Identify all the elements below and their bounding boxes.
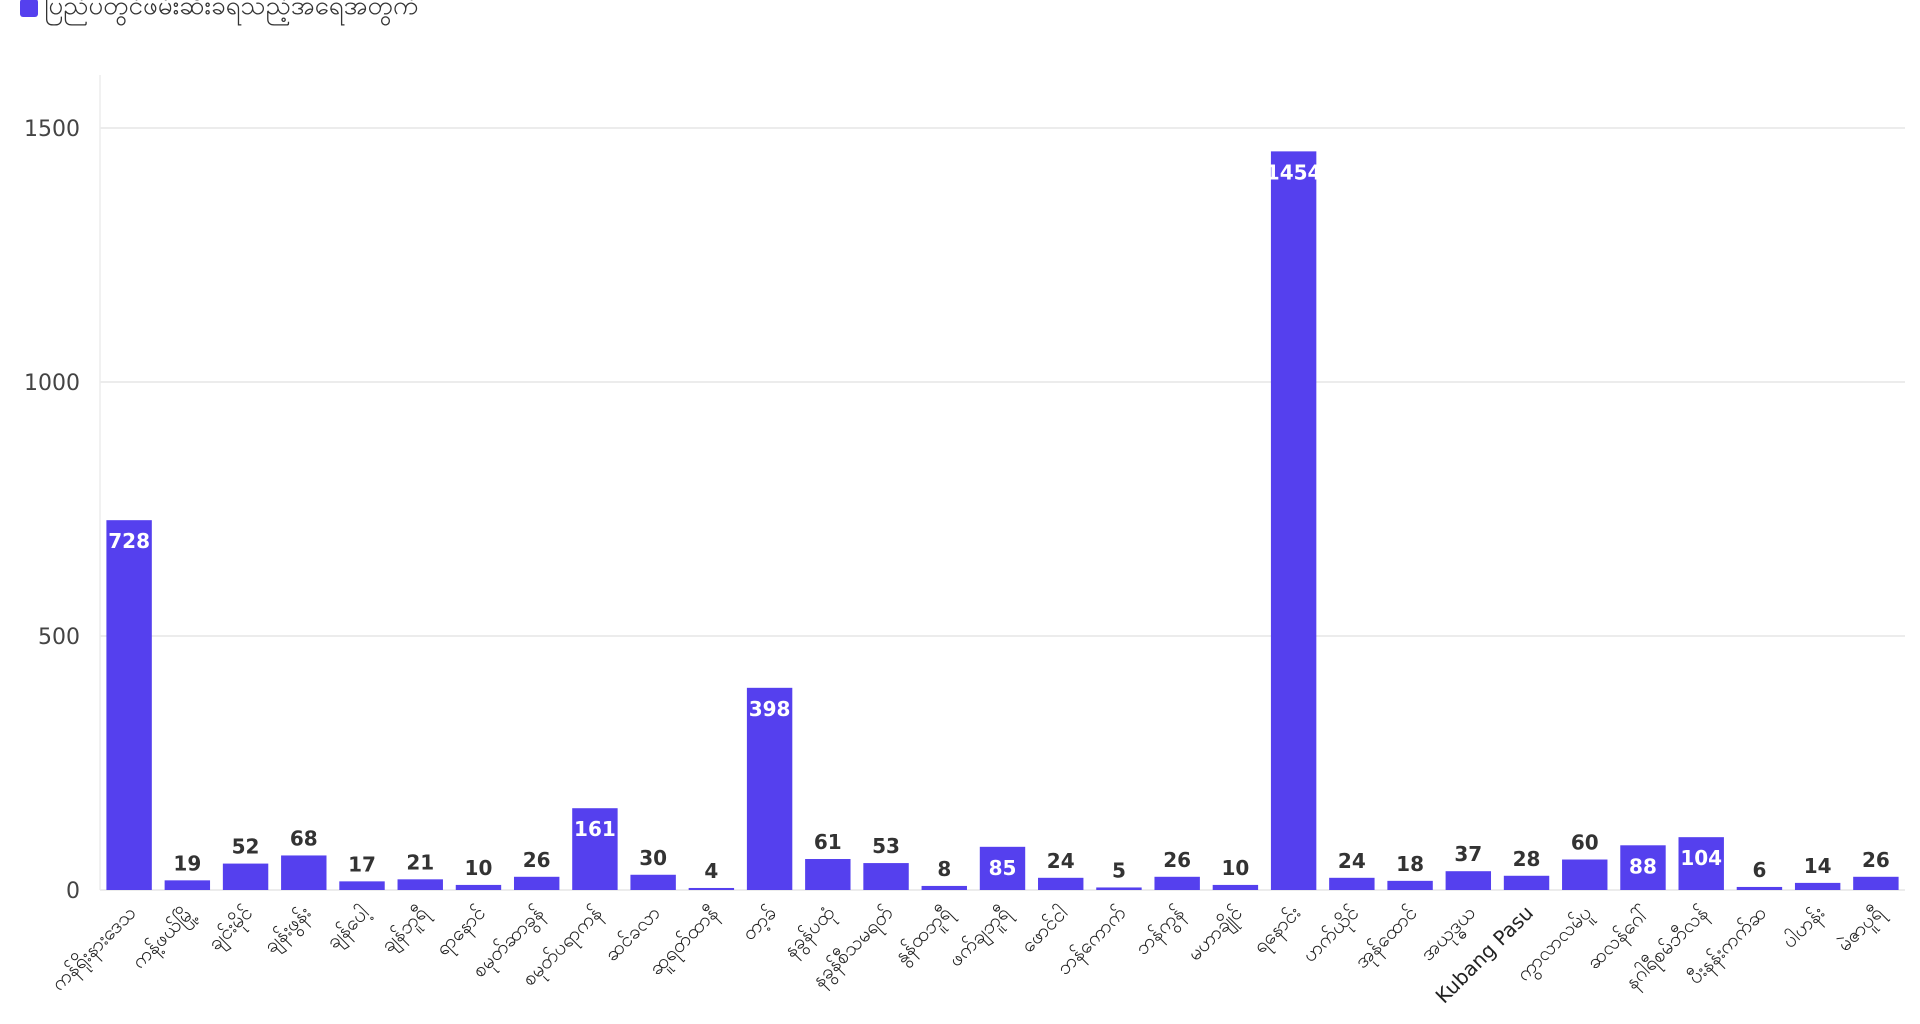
data-label: 5 [1112,858,1126,882]
x-tick-label: ဖောင်ငါ [1016,901,1073,958]
chart-legend: ပြည်ပတွင်ဖမ်းဆီးခံရသည့်အရေအတွက် [20,0,418,27]
data-label: 161 [574,817,616,841]
x-tick-label: မဟာချိုင် [1182,901,1250,969]
bar [1212,884,1259,890]
bar [746,687,793,890]
data-label: 8 [937,857,951,881]
data-label: 6 [1752,858,1766,882]
bar [455,884,502,890]
bar [397,879,443,890]
y-axis: 0 500 1000 1500 [24,117,80,904]
bar [222,863,269,890]
data-label: 28 [1513,847,1541,871]
bar [1154,876,1200,890]
bar [1387,880,1433,890]
data-label: 26 [1862,848,1890,872]
data-labels: 728 19 52 68 17 21 10 26 161 30 4 398 61 53 8 85 24 5 26 10… [108,160,1890,883]
x-tick-label: ဖက်ချဘူရီ [943,900,1017,974]
data-label: 26 [523,848,551,872]
bar [281,855,327,890]
bar [630,874,676,890]
y-tick-label: 1500 [24,117,80,142]
x-tick-label: ချန်းဖွန်း [258,901,318,961]
x-tick-label: ချန်ဘူရီ [376,900,435,959]
data-label: 68 [290,826,318,850]
data-label: 53 [872,834,900,858]
data-label: 26 [1163,848,1191,872]
bar [1853,876,1899,890]
data-label: 88 [1629,854,1657,878]
bar [688,887,735,890]
data-label: 21 [406,850,434,874]
bar [863,863,909,890]
bar [1736,886,1783,890]
data-label: 1454 [1266,160,1322,184]
bar [1678,837,1724,890]
bar [1329,877,1375,890]
data-label: 104 [1680,846,1722,870]
data-label: 61 [814,830,842,854]
bar [1794,882,1841,890]
x-tick-label: ကန်ရိုးနားဒေသ [46,901,144,999]
bar [921,885,967,890]
legend-swatch [20,0,38,17]
x-tick-label: အုန်ထောင် [1349,901,1424,976]
data-label: 10 [465,856,493,880]
data-label: 24 [1338,849,1366,873]
y-tick-label: 1000 [24,371,80,396]
bar [1096,887,1142,890]
data-label: 728 [108,529,150,553]
bar [572,808,618,890]
bar [513,876,560,890]
bar [979,846,1026,890]
bar [1503,875,1550,890]
data-label: 30 [639,846,667,870]
x-tick-label: တာ့ခ် [737,901,782,946]
bar [1038,877,1084,890]
data-label: 398 [749,697,791,721]
data-label: 85 [989,856,1017,880]
bar [106,520,152,890]
legend-label: ပြည်ပတွင်ဖမ်းဆီးခံရသည့်အရေအတွက် [44,0,419,21]
x-axis: ကန်ရိုးနားဒေသကန့်ဖယ်မြို့ ချင်းမိုင် ချန်း… [46,900,1891,1008]
bar [164,880,211,890]
x-tick-label: ချင်းမိုင် [203,901,260,958]
bar [805,859,851,890]
bar [1270,151,1317,891]
data-label: 19 [173,851,201,875]
data-label: 24 [1047,849,1075,873]
y-tick-label: 0 [66,879,80,904]
bar [339,881,385,890]
bar [1562,859,1608,890]
y-tick-label: 500 [38,625,80,650]
x-tick-label: ဘန်ကွန် [1130,901,1192,963]
data-label: 52 [232,835,260,859]
data-label: 17 [348,852,376,876]
data-label: 60 [1571,831,1599,855]
data-label: 10 [1221,856,1249,880]
bar [1620,845,1666,890]
grid-lines [99,75,1905,891]
x-tick-label: ပါဟန်း [1777,901,1832,956]
data-label: 14 [1804,854,1832,878]
x-tick-label: မဲဇာပူရီ [1832,900,1891,959]
data-label: 37 [1454,842,1482,866]
x-tick-label: ကန့်ဖယ်မြို့ [126,901,201,976]
x-tick-label: ချန်ပေါ့ [321,901,377,957]
data-label: 4 [704,859,718,883]
data-label: 18 [1396,852,1424,876]
bar [1445,871,1492,890]
bars [106,151,1899,891]
